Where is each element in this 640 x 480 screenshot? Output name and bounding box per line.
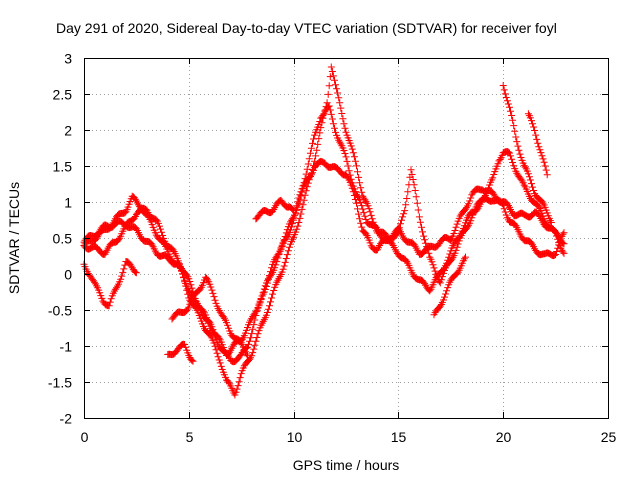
plus-marks <box>524 110 551 179</box>
series-track-5 <box>168 273 251 360</box>
series-track-9 <box>499 82 555 226</box>
y-tick-label: 1 <box>64 195 72 211</box>
y-axis: -2 -1.5 -1 -0.5 0 0.5 1 1.5 2 2.5 3 <box>48 51 608 427</box>
y-tick-label: -1.5 <box>48 375 72 391</box>
y-tick-label: -2 <box>60 411 73 427</box>
plus-marks <box>499 82 555 226</box>
y-tick-label: 0 <box>64 267 72 283</box>
x-tick-label: 20 <box>496 429 512 445</box>
series-track-1 <box>80 157 568 366</box>
x-tick-label: 0 <box>81 429 89 445</box>
plus-marks <box>430 253 469 319</box>
series-track-3 <box>80 63 568 399</box>
series-track-7 <box>252 196 298 223</box>
x-axis-label: GPS time / hours <box>293 457 400 473</box>
y-tick-label: -0.5 <box>48 303 72 319</box>
series-track-6 <box>164 340 197 365</box>
x-tick-label: 15 <box>391 429 407 445</box>
y-axis-label: SDTVAR / TECUs <box>6 182 22 294</box>
series-track-8 <box>430 253 469 319</box>
x-tick-label: 25 <box>601 429 617 445</box>
plus-marks <box>252 196 298 223</box>
series-track-10 <box>524 110 551 179</box>
plus-marks <box>164 340 197 365</box>
y-tick-label: 3 <box>64 51 72 67</box>
plus-marks <box>80 63 568 399</box>
chart-title: Day 291 of 2020, Sidereal Day-to-day VTE… <box>56 20 557 36</box>
y-tick-label: 2.5 <box>53 87 73 103</box>
plus-marks <box>168 273 251 360</box>
plus-marks <box>80 157 568 366</box>
y-tick-label: 2 <box>64 123 72 139</box>
y-tick-label: 0.5 <box>53 231 73 247</box>
series-track-4 <box>80 258 140 310</box>
x-axis: 0 5 10 15 20 25 <box>81 58 617 445</box>
data-marks <box>80 63 568 399</box>
plus-marks <box>80 258 140 310</box>
y-tick-label: 1.5 <box>53 159 73 175</box>
x-tick-label: 5 <box>186 429 194 445</box>
y-tick-label: -1 <box>60 339 73 355</box>
x-tick-label: 10 <box>287 429 303 445</box>
